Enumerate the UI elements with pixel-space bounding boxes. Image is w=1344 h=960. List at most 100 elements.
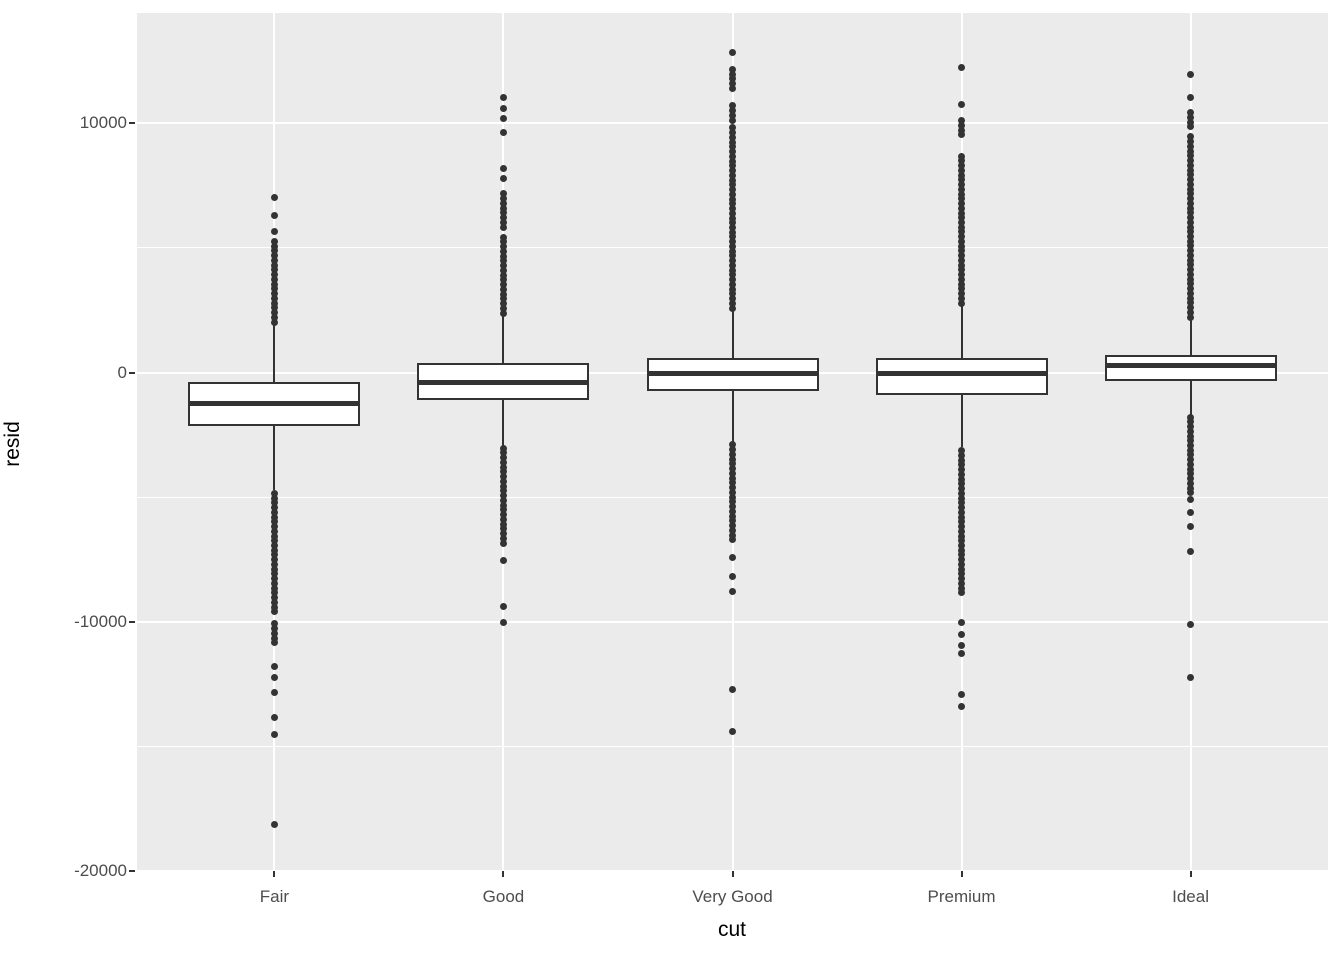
- box: [417, 362, 590, 401]
- x-axis-tick: [960, 871, 963, 877]
- outlier-point: [729, 446, 736, 454]
- outlier-point: [1187, 266, 1195, 274]
- outlier-point: [958, 157, 966, 165]
- outlier-point: [729, 124, 736, 132]
- outlier-point: [1187, 256, 1195, 264]
- outlier-point: [499, 295, 507, 303]
- outlier-point: [1187, 93, 1195, 101]
- outlier-point: [270, 228, 278, 236]
- outlier-point: [729, 224, 736, 231]
- outlier-point: [729, 474, 736, 482]
- outlier-point: [270, 560, 278, 568]
- outlier-point: [958, 294, 966, 302]
- outlier-point: [958, 451, 966, 459]
- outlier-point: [1187, 275, 1195, 283]
- upper-whisker: [960, 303, 963, 358]
- box: [1104, 354, 1277, 381]
- outlier-point: [729, 522, 736, 530]
- outlier-point: [499, 285, 507, 293]
- outlier-point: [499, 300, 507, 308]
- outlier-point: [270, 663, 278, 671]
- outlier-point: [729, 133, 736, 141]
- outlier-point: [958, 209, 966, 217]
- outlier-point: [958, 703, 966, 711]
- outlier-point: [499, 492, 507, 500]
- outlier-point: [729, 517, 736, 525]
- outlier-point: [958, 470, 966, 478]
- outlier-point: [729, 512, 736, 520]
- outlier-point: [729, 195, 736, 203]
- x-axis-tick: [731, 871, 734, 877]
- outlier-point: [729, 252, 736, 260]
- outlier-point: [1187, 308, 1195, 316]
- outlier-point: [1187, 237, 1195, 245]
- outlier-point: [270, 285, 278, 293]
- outlier-point: [958, 237, 966, 245]
- lower-whisker: [960, 394, 963, 447]
- outlier-point: [958, 256, 966, 264]
- outlier-point: [1187, 118, 1195, 126]
- outlier-point: [270, 523, 278, 531]
- outlier-point: [499, 458, 507, 466]
- lower-whisker: [273, 426, 276, 490]
- outlier-point: [1187, 114, 1195, 121]
- outlier-point: [499, 195, 507, 203]
- outlier-point: [729, 176, 736, 184]
- outlier-point: [729, 484, 736, 492]
- outlier-point: [729, 479, 736, 487]
- outlier-point: [729, 111, 736, 119]
- outlier-point: [270, 565, 278, 573]
- outlier-point: [499, 487, 507, 495]
- outlier-point: [499, 511, 507, 519]
- outlier-point: [958, 565, 966, 573]
- box: [646, 357, 819, 391]
- outlier-point: [1187, 437, 1195, 445]
- outlier-point: [270, 639, 278, 647]
- outlier-point: [499, 276, 507, 284]
- outlier-point: [499, 262, 507, 270]
- outlier-point: [1187, 161, 1195, 169]
- outlier-point: [729, 257, 736, 265]
- outlier-point: [270, 570, 278, 578]
- outlier-point: [499, 477, 507, 485]
- outlier-point: [270, 603, 278, 611]
- outlier-point: [499, 93, 507, 101]
- outlier-point: [270, 546, 278, 554]
- outlier-point: [1187, 109, 1195, 117]
- outlier-point: [270, 629, 278, 637]
- outlier-point: [958, 195, 966, 203]
- outlier-point: [270, 598, 278, 606]
- median-line: [190, 400, 359, 406]
- outlier-point: [958, 518, 966, 526]
- outlier-point: [499, 539, 507, 547]
- outlier-point: [499, 454, 507, 462]
- outlier-point: [270, 579, 278, 587]
- outlier-point: [729, 507, 736, 515]
- outlier-point: [270, 494, 278, 502]
- outlier-point: [729, 190, 736, 198]
- outlier-point: [729, 247, 736, 255]
- outlier-point: [1187, 70, 1195, 78]
- outlier-point: [729, 276, 736, 284]
- outlier-point: [958, 247, 966, 255]
- outlier-point: [729, 152, 736, 160]
- outlier-point: [1187, 285, 1195, 293]
- outlier-point: [1187, 465, 1195, 473]
- outlier-point: [958, 480, 966, 488]
- outlier-point: [1187, 123, 1195, 131]
- outlier-point: [270, 256, 278, 264]
- outlier-point: [729, 143, 736, 151]
- y-axis-tick: [129, 371, 135, 374]
- outlier-point: [729, 455, 736, 463]
- outlier-point: [499, 223, 507, 231]
- outlier-point: [729, 167, 736, 175]
- outlier-point: [958, 690, 966, 698]
- outlier-point: [958, 252, 966, 260]
- outlier-point: [729, 488, 736, 496]
- outlier-point: [729, 214, 736, 222]
- outlier-point: [499, 304, 507, 312]
- outlier-point: [1187, 133, 1195, 141]
- outlier-point: [729, 493, 736, 501]
- outlier-point: [729, 80, 736, 88]
